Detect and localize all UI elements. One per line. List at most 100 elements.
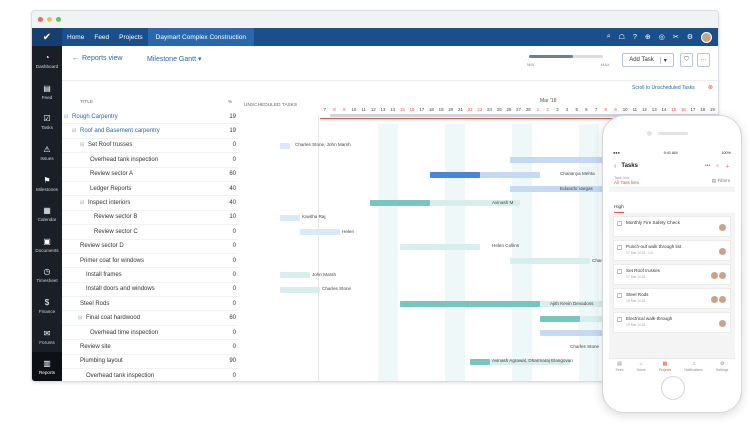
close-icon[interactable]: ⊗	[708, 85, 714, 91]
add-task-button[interactable]: Add Task ▾	[622, 53, 674, 67]
task-title[interactable]: Review sector A	[90, 171, 134, 178]
gantt-bar[interactable]	[400, 243, 480, 250]
gantt-bar[interactable]	[300, 229, 340, 236]
task-checkbox[interactable]	[617, 317, 622, 322]
task-checkbox[interactable]	[617, 221, 622, 226]
task-title[interactable]: Roof and Basement carpentry	[80, 128, 160, 135]
gantt-bar[interactable]	[540, 315, 620, 322]
task-card[interactable]: Electrical walk-through 29 Mar 2018	[613, 312, 731, 333]
task-card[interactable]: Set Roof trusses 27 Mar 2018	[613, 264, 731, 285]
nav-home[interactable]: Home	[67, 33, 85, 41]
search-icon[interactable]: ⌕	[716, 162, 719, 169]
task-title[interactable]: Set Roof trusses	[88, 142, 133, 149]
task-title[interactable]: Rough Carpentry	[72, 113, 118, 120]
task-title[interactable]: Install doors and windows	[86, 286, 155, 293]
table-row[interactable]: Plumbing layout 90	[62, 355, 238, 370]
tab-notifications[interactable]: ♫ Notifications	[684, 361, 702, 372]
gantt-bar[interactable]	[330, 114, 718, 117]
task-title[interactable]: Final coat hardwood	[86, 315, 141, 322]
task-title[interactable]: Ledger Reports	[90, 185, 132, 192]
minimize-window-button[interactable]	[47, 17, 52, 22]
priority-high-tab[interactable]: High	[614, 205, 624, 213]
tab-home[interactable]: ⌂ Home	[637, 361, 646, 372]
gantt-bar[interactable]	[510, 186, 620, 192]
gantt-bar[interactable]	[280, 272, 310, 279]
table-row[interactable]: ⊟ Set Roof trusses 0	[62, 139, 238, 154]
nav-projects[interactable]: Projects	[119, 33, 143, 41]
task-card[interactable]: Steel Rods 26 Mar 2018	[613, 288, 731, 309]
sidebar-item-documents[interactable]: ▣ Documents	[32, 230, 62, 261]
gantt-bar[interactable]	[280, 286, 320, 293]
task-title[interactable]: Primer coat for windows	[80, 257, 145, 264]
gantt-bar[interactable]	[490, 358, 570, 365]
filters-button[interactable]: ▤ Filters	[712, 178, 730, 184]
gantt-bar[interactable]	[280, 142, 290, 149]
task-title[interactable]: Review sector D	[80, 243, 124, 250]
task-title[interactable]: Inspect interiors	[88, 200, 131, 207]
gantt-bar[interactable]	[510, 157, 605, 164]
task-title[interactable]: Plumbing layout	[80, 358, 123, 365]
help-icon[interactable]: ?	[632, 33, 637, 41]
task-title[interactable]: Steel Rods	[80, 300, 110, 307]
more-icon[interactable]: •••	[704, 162, 711, 169]
table-row[interactable]: Review sector A 60	[62, 168, 238, 182]
filter-icon[interactable]: ⛉	[680, 53, 693, 67]
table-row[interactable]: ⊟ Rough Carpentry 19	[62, 110, 238, 125]
table-row[interactable]: Ledger Reports 40	[62, 182, 238, 197]
collapse-icon[interactable]: ⊟	[80, 142, 85, 149]
sidebar-item-forums[interactable]: ✉ Forums	[32, 321, 62, 352]
back-arrow-icon[interactable]: ←	[72, 55, 79, 62]
add-icon[interactable]: ⊕	[644, 34, 651, 41]
task-title[interactable]: Overhead tank inspection	[90, 156, 159, 163]
app-logo[interactable]: ✔	[32, 28, 62, 46]
task-checkbox[interactable]	[617, 269, 622, 274]
more-options-icon[interactable]: ···	[697, 53, 710, 67]
table-row[interactable]: Overhead time inspection 0	[62, 326, 238, 341]
tools-icon[interactable]: ✂	[672, 34, 679, 41]
table-row[interactable]: ⊟ Inspect interiors 40	[62, 196, 238, 211]
table-row[interactable]: ⊟ Final coat hardwood 60	[62, 311, 238, 326]
gantt-bar[interactable]	[510, 258, 590, 264]
table-row[interactable]: Primer coat for windows 0	[62, 254, 238, 269]
gantt-bar[interactable]	[430, 171, 480, 178]
scroll-to-unscheduled-link[interactable]: Scroll to Unscheduled Tasks	[632, 85, 695, 91]
table-row[interactable]: Overhead tank inspection 0	[62, 369, 238, 381]
phone-home-button[interactable]	[661, 376, 685, 400]
table-row[interactable]: Steel Rods 0	[62, 297, 238, 312]
reports-view-link[interactable]: Reports view	[82, 55, 123, 62]
nav-feed[interactable]: Feed	[94, 33, 110, 41]
tab-feed[interactable]: ▤ Feed	[616, 361, 624, 372]
gantt-bar[interactable]	[400, 301, 540, 308]
task-checkbox[interactable]	[617, 245, 622, 250]
collapse-icon[interactable]: ⊟	[80, 200, 85, 207]
table-row[interactable]: Overhead tank inspection 0	[62, 153, 238, 168]
task-title[interactable]: Review sector C	[94, 228, 138, 235]
task-title[interactable]: Overhead tank inspection	[86, 372, 155, 379]
table-row[interactable]: Review sector D 0	[62, 240, 238, 254]
tab-projects[interactable]: ▦ Projects	[659, 361, 671, 372]
sidebar-item-reports[interactable]: ▥ Reports	[32, 351, 62, 381]
zoom-slider[interactable]	[529, 55, 603, 58]
gantt-bar[interactable]	[370, 200, 430, 207]
maximize-window-button[interactable]	[56, 17, 61, 22]
close-window-button[interactable]	[38, 17, 43, 22]
search-icon[interactable]: ⌕	[606, 33, 611, 40]
nav-project-name[interactable]: Daymart Complex Construction	[147, 28, 254, 46]
sidebar-item-calendar[interactable]: ▦ Calendar	[32, 199, 62, 230]
task-title[interactable]: Install frames	[86, 271, 122, 278]
gantt-bar[interactable]	[430, 200, 520, 207]
task-card[interactable]: Monthly Fire Safety Check	[613, 216, 731, 237]
sidebar-item-timesheet[interactable]: ◷ Timesheet	[32, 260, 62, 291]
collapse-icon[interactable]: ⊟	[64, 113, 69, 120]
phone-task-view-bar[interactable]: Task Vue All Task lists ▤ Filters	[609, 174, 735, 188]
task-card[interactable]: Punch-out walk through list 27 Mar 2018 ·…	[613, 240, 731, 261]
task-title[interactable]: Review sector B	[94, 214, 138, 221]
gantt-bar[interactable]	[470, 358, 490, 365]
task-checkbox[interactable]	[617, 293, 622, 298]
notification-bell-icon[interactable]: ◎	[658, 34, 665, 41]
gantt-bar[interactable]	[430, 171, 540, 178]
add-icon[interactable]: ＋	[724, 163, 730, 170]
task-title[interactable]: Review site	[80, 343, 111, 350]
sidebar-item-dashboard[interactable]: ◔ Dashboard	[32, 46, 62, 77]
sidebar-item-feed[interactable]: ▤ Feed	[32, 77, 62, 108]
